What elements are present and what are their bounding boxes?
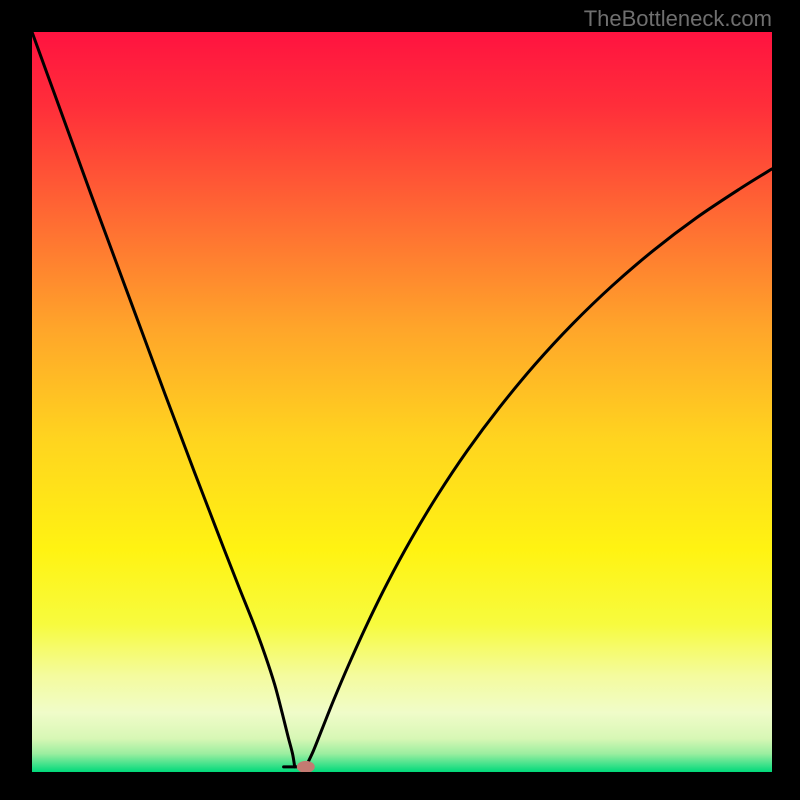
figure-root: TheBottleneck.com (0, 0, 800, 800)
plot-background (32, 32, 772, 772)
watermark-text: TheBottleneck.com (584, 6, 772, 32)
bottleneck-chart (32, 32, 772, 772)
